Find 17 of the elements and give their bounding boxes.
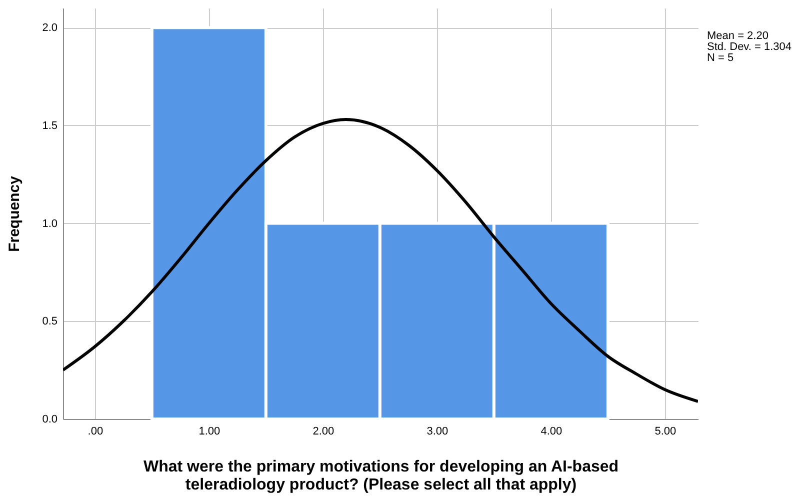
text: Mean = 2.20 — [707, 30, 770, 42]
x-tick-label: 1.00 — [198, 426, 220, 438]
line-series — [63, 118, 698, 403]
y-tick-label: 0.5 — [42, 316, 58, 328]
x-tick-label: 5.00 — [654, 426, 676, 438]
y-tick-label: 2.0 — [42, 22, 58, 34]
x-tick-label: 3.00 — [426, 426, 448, 438]
text: N = 5 — [707, 52, 735, 64]
x-tick-label: .00 — [88, 426, 104, 438]
y-axis-title: Frequency — [6, 175, 24, 252]
y-tick-label: 1.5 — [42, 120, 58, 132]
y-tick-label: 1.0 — [42, 218, 58, 230]
text: Std. Dev. = 1.304 — [707, 41, 792, 53]
x-tick-label: 2.00 — [312, 426, 334, 438]
x-axis-title: What were the primary motivations for developing an AI-based teleradiology product? (Please select all that apply) — [143, 458, 619, 494]
y-tick-label: 0.0 — [42, 414, 58, 426]
x-tick-label: 4.00 — [540, 426, 562, 438]
